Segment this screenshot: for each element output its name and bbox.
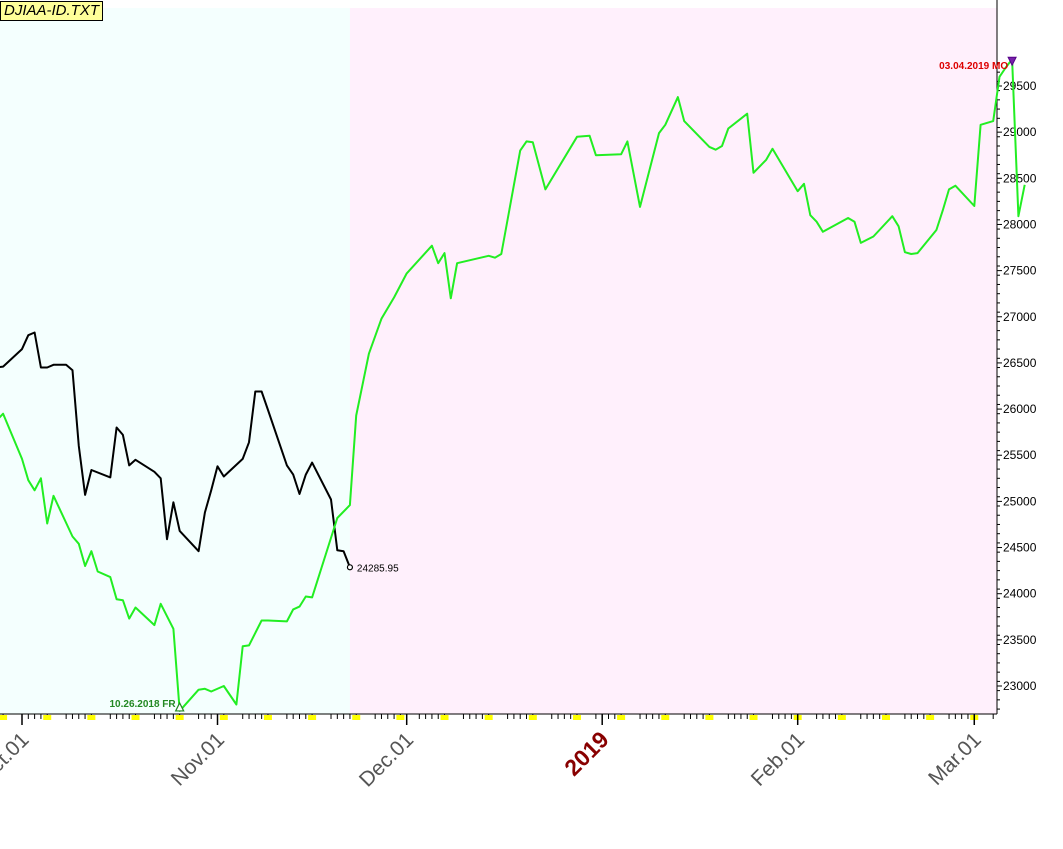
week-marker <box>528 715 537 720</box>
x-tick-label: 2019 <box>559 726 614 781</box>
week-marker <box>572 715 581 720</box>
y-tick-label: 26000 <box>1003 402 1037 416</box>
annotations-layer: 10.26.2018 FR 03.04.2019 MO 24285.95 <box>109 56 1017 712</box>
x-tick-label: Dec.01 <box>355 728 418 791</box>
plot-bg-left <box>0 8 350 714</box>
week-marker <box>440 715 449 720</box>
x-tick-label: Oct.01 <box>0 728 34 788</box>
week-marker <box>263 715 272 720</box>
week-marker <box>881 715 890 720</box>
y-axis: 23000 23500 24000 24500 25000 25500 26000 26500… <box>996 0 1037 714</box>
y-tick-label: 23000 <box>1003 679 1037 693</box>
series-layer <box>0 58 1026 712</box>
week-marker <box>749 715 758 720</box>
y-tick-label: 23500 <box>1003 633 1037 647</box>
week-marker <box>43 715 52 720</box>
week-marker <box>705 715 714 720</box>
y-tick-label: 27000 <box>1003 310 1037 324</box>
high-label: 03.04.2019 MO <box>939 61 1008 72</box>
high-marker <box>1007 56 1017 67</box>
low-label: 10.26.2018 FR <box>109 699 176 710</box>
week-marker <box>617 715 626 720</box>
last-price-label: 24285.95 <box>357 563 399 574</box>
x-axis: Oct.01 Nov.01 Dec.01 2019 Feb.01 Mar.01 <box>0 713 997 792</box>
week-marker <box>396 715 405 720</box>
y-tick-label: 25000 <box>1003 494 1037 508</box>
y-tick-label: 26500 <box>1003 356 1037 370</box>
week-marker <box>661 715 670 720</box>
chart-title: DJIAA-ID.TXT <box>0 1 104 21</box>
week-marker <box>87 715 96 720</box>
y-tick-label: 24500 <box>1003 541 1037 555</box>
x-tick-label: Mar.01 <box>924 728 986 790</box>
week-marker <box>308 715 317 720</box>
y-tick-label: 28500 <box>1003 171 1037 185</box>
y-tick-label: 29500 <box>1003 79 1037 93</box>
y-tick-label: 28000 <box>1003 217 1037 231</box>
projection-line <box>0 58 1026 712</box>
week-marker <box>175 715 184 720</box>
last-price-marker <box>346 564 354 571</box>
y-tick-label: 25500 <box>1003 448 1037 462</box>
y-tick-label: 27500 <box>1003 264 1037 278</box>
x-tick-label: Nov.01 <box>167 728 229 790</box>
low-marker <box>174 701 185 712</box>
week-marker <box>484 715 493 720</box>
week-marker <box>926 715 935 720</box>
week-marker <box>837 715 846 720</box>
x-tick-label: Feb.01 <box>747 728 810 791</box>
week-marker <box>219 715 228 720</box>
week-marker <box>0 715 8 720</box>
plot-bg-right <box>349 8 997 714</box>
week-marker <box>352 715 361 720</box>
y-tick-label: 24000 <box>1003 587 1037 601</box>
week-marker <box>131 715 140 720</box>
y-tick-label: 29000 <box>1003 125 1037 139</box>
price-line <box>0 331 351 568</box>
